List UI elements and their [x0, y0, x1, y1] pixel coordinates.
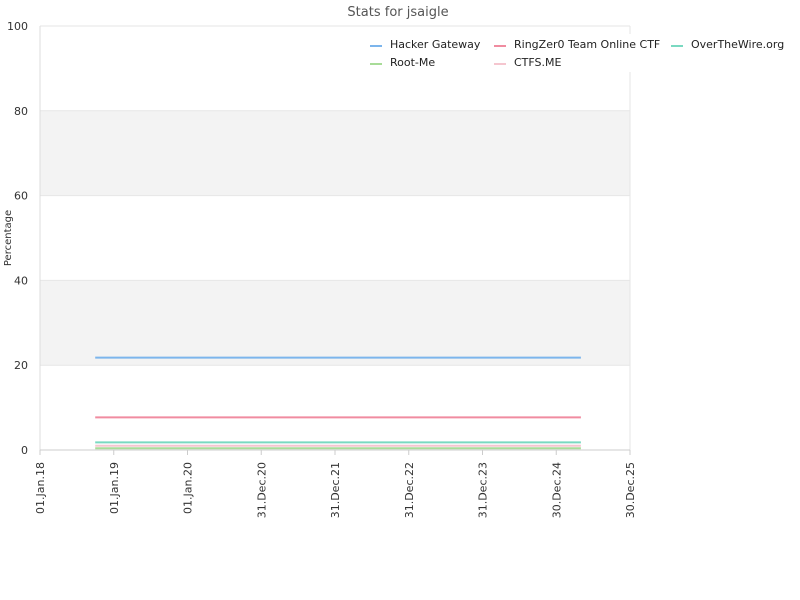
- x-tick-label-5: 31.Dec.22: [403, 462, 416, 518]
- chart-title: Stats for jsaigle: [347, 5, 448, 20]
- x-tick-label-1: 01.Jan.19: [108, 462, 121, 514]
- x-tick-label-3: 31.Dec.20: [255, 462, 268, 518]
- legend-item-0[interactable]: Hacker Gateway: [390, 38, 481, 51]
- gridlines: [40, 25, 630, 451]
- x-tick-label-0: 01.Jan.18: [34, 462, 47, 514]
- x-tick-label-8: 30.Dec.25: [624, 462, 637, 518]
- series-lines: [95, 356, 581, 450]
- legend-background: [362, 34, 798, 72]
- y-tick-label-20: 20: [14, 359, 28, 372]
- y-tick-label-80: 80: [14, 105, 28, 118]
- legend-item-3[interactable]: Root-Me: [390, 56, 435, 69]
- x-tick-label-2: 01.Jan.20: [182, 462, 195, 514]
- x-tick-label-6: 31.Dec.23: [477, 462, 490, 518]
- y-tick-labels: 0 20 40 60 80 100: [7, 20, 28, 457]
- y-tick-label-40: 40: [14, 274, 28, 287]
- legend: Hacker Gateway RingZer0 Team Online CTF Ov…: [362, 34, 798, 72]
- plot-band-0: [40, 280, 630, 366]
- legend-item-2[interactable]: OverTheWire.org: [691, 38, 784, 51]
- y-tick-label-100: 100: [7, 20, 28, 33]
- plot-band-1: [40, 110, 630, 196]
- legend-item-1[interactable]: RingZer0 Team Online CTF: [514, 38, 660, 51]
- x-tick-labels: 01.Jan.18 01.Jan.19 01.Jan.20 31.Dec.20 31.D…: [34, 450, 637, 518]
- y-tick-label-60: 60: [14, 190, 28, 203]
- x-tick-label-4: 31.Dec.21: [329, 462, 342, 518]
- x-tick-label-7: 30.Dec.24: [550, 462, 563, 518]
- y-tick-label-0: 0: [21, 444, 28, 457]
- plot-bands: [40, 110, 630, 366]
- axes: [39, 26, 631, 451]
- legend-item-4[interactable]: CTFS.ME: [514, 56, 562, 69]
- y-axis-label: Percentage: [3, 210, 14, 266]
